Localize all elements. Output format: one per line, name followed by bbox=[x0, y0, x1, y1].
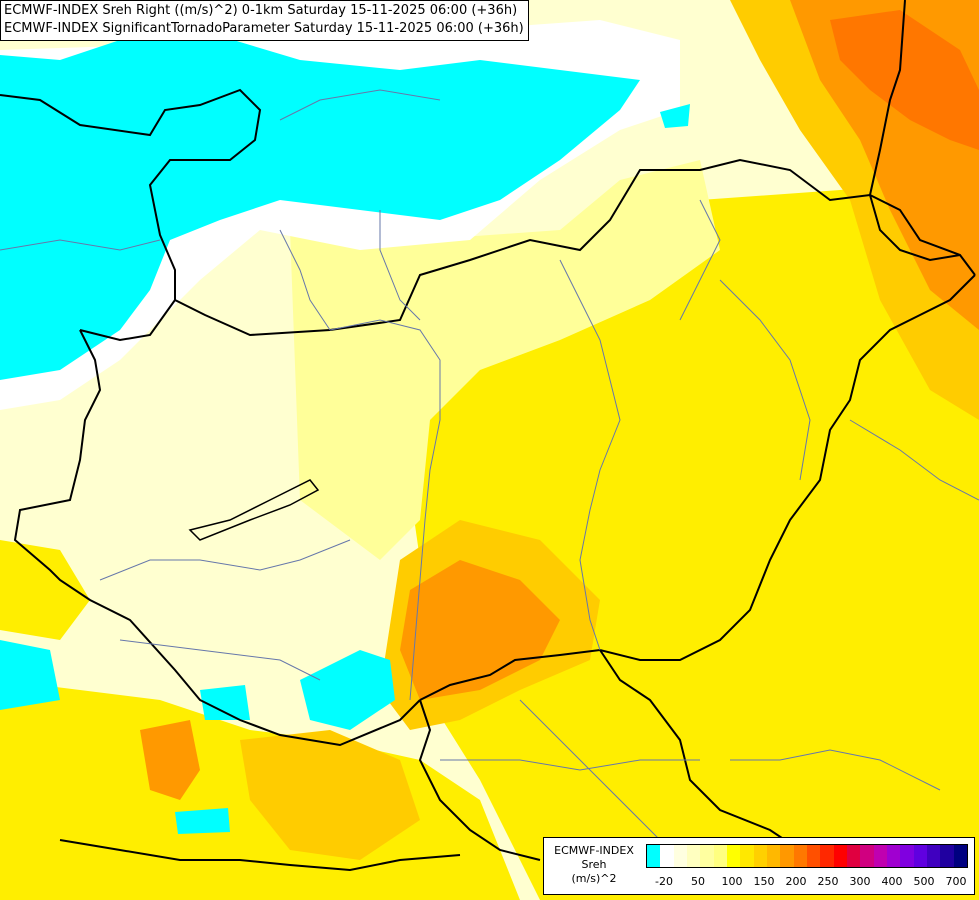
legend-swatch bbox=[673, 845, 687, 867]
river-north-1 bbox=[279, 229, 331, 331]
river-west-1 bbox=[99, 539, 351, 581]
border-inner-east bbox=[869, 194, 961, 262]
river-danube bbox=[329, 319, 441, 701]
border-west bbox=[79, 299, 176, 342]
legend-swatch bbox=[686, 845, 701, 867]
map-title-box: ECMWF-INDEX Sreh Right ((m/s)^2) 0-1km S… bbox=[0, 0, 529, 41]
legend-tick-label: 300 bbox=[849, 875, 871, 888]
legend-tick-label: -20 bbox=[655, 875, 673, 888]
field-cyan-south-3 bbox=[175, 808, 230, 834]
legend-color-scale bbox=[646, 844, 968, 868]
legend-swatch bbox=[913, 845, 927, 867]
river-south-1 bbox=[519, 699, 681, 861]
legend-swatch bbox=[660, 845, 674, 867]
legend-swatch bbox=[900, 845, 914, 867]
legend-swatch bbox=[940, 845, 954, 867]
country-borders bbox=[0, 0, 976, 872]
field-yellow-east bbox=[400, 180, 979, 900]
title-line-2: ECMWF-INDEX SignificantTornadoParameter … bbox=[4, 21, 524, 36]
field-cyan-southwest-2 bbox=[200, 685, 250, 720]
legend-tick-labels: -20 50 100 150 200 250 300 400 500 700 bbox=[646, 875, 968, 889]
river-east-1 bbox=[719, 279, 811, 481]
legend-source: ECMWF-INDEX bbox=[554, 844, 634, 857]
river-se-1 bbox=[730, 749, 941, 791]
legend-swatch bbox=[806, 845, 821, 867]
legend-swatch bbox=[886, 845, 901, 867]
border-southwest bbox=[59, 839, 461, 872]
legend-swatch bbox=[740, 845, 754, 867]
legend-swatch bbox=[833, 845, 847, 867]
river-south-2 bbox=[440, 759, 700, 771]
legend: ECMWF-INDEX Sreh (m/s)^2 -20 50 100 150 200 2… bbox=[543, 837, 975, 895]
lake-outline bbox=[188, 479, 320, 541]
field-gold-southwest bbox=[240, 730, 420, 860]
legend-swatch bbox=[846, 845, 861, 867]
river-north-2 bbox=[379, 210, 421, 321]
river-east-2 bbox=[849, 419, 979, 501]
border-south-2 bbox=[418, 699, 541, 861]
legend-swatch bbox=[726, 845, 741, 867]
legend-swatch bbox=[953, 845, 967, 867]
legend-swatch bbox=[820, 845, 834, 867]
legend-tick-label: 700 bbox=[945, 875, 967, 888]
legend-swatch bbox=[766, 845, 781, 867]
border-east bbox=[419, 274, 976, 701]
field-cyan-north-small bbox=[160, 20, 220, 170]
legend-swatch bbox=[780, 845, 794, 867]
field-cyan-south bbox=[300, 650, 395, 730]
legend-unit: (m/s)^2 bbox=[571, 872, 617, 885]
legend-tick-label: 400 bbox=[881, 875, 903, 888]
legend-tick-label: 100 bbox=[721, 875, 743, 888]
field-light-yellow-central bbox=[290, 160, 720, 560]
river-sw-1 bbox=[119, 639, 321, 681]
legend-swatch bbox=[926, 845, 941, 867]
field-yellow-west bbox=[0, 540, 90, 640]
legend-tick-label: 200 bbox=[785, 875, 807, 888]
field-orange-southwest bbox=[140, 720, 200, 800]
field-orange-south bbox=[400, 560, 560, 700]
field-cyan-southwest bbox=[0, 640, 60, 710]
legend-label: ECMWF-INDEX Sreh (m/s)^2 bbox=[544, 844, 644, 886]
border-northeast bbox=[869, 0, 906, 196]
legend-swatch bbox=[647, 845, 661, 867]
river-nw-1 bbox=[0, 239, 161, 251]
legend-swatch bbox=[793, 845, 807, 867]
legend-tick-label: 500 bbox=[913, 875, 935, 888]
title-line-1: ECMWF-INDEX Sreh Right ((m/s)^2) 0-1km S… bbox=[4, 3, 518, 18]
river-nw-2 bbox=[279, 89, 441, 121]
river-ne-1 bbox=[679, 199, 721, 321]
legend-swatch bbox=[873, 845, 887, 867]
rivers bbox=[0, 89, 979, 861]
legend-swatch bbox=[860, 845, 874, 867]
border-north bbox=[0, 88, 976, 337]
border-west-2 bbox=[13, 329, 421, 747]
legend-swatch bbox=[700, 845, 714, 867]
river-tisza bbox=[559, 259, 621, 651]
legend-tick-label: 250 bbox=[817, 875, 839, 888]
legend-swatch bbox=[753, 845, 767, 867]
field-cyan-northeast-patch bbox=[660, 104, 690, 128]
legend-variable: Sreh bbox=[581, 858, 607, 871]
legend-tick-label: 50 bbox=[691, 875, 705, 888]
legend-tick-label: 150 bbox=[753, 875, 775, 888]
legend-swatch bbox=[713, 845, 727, 867]
field-darkorange-northeast bbox=[830, 10, 979, 150]
